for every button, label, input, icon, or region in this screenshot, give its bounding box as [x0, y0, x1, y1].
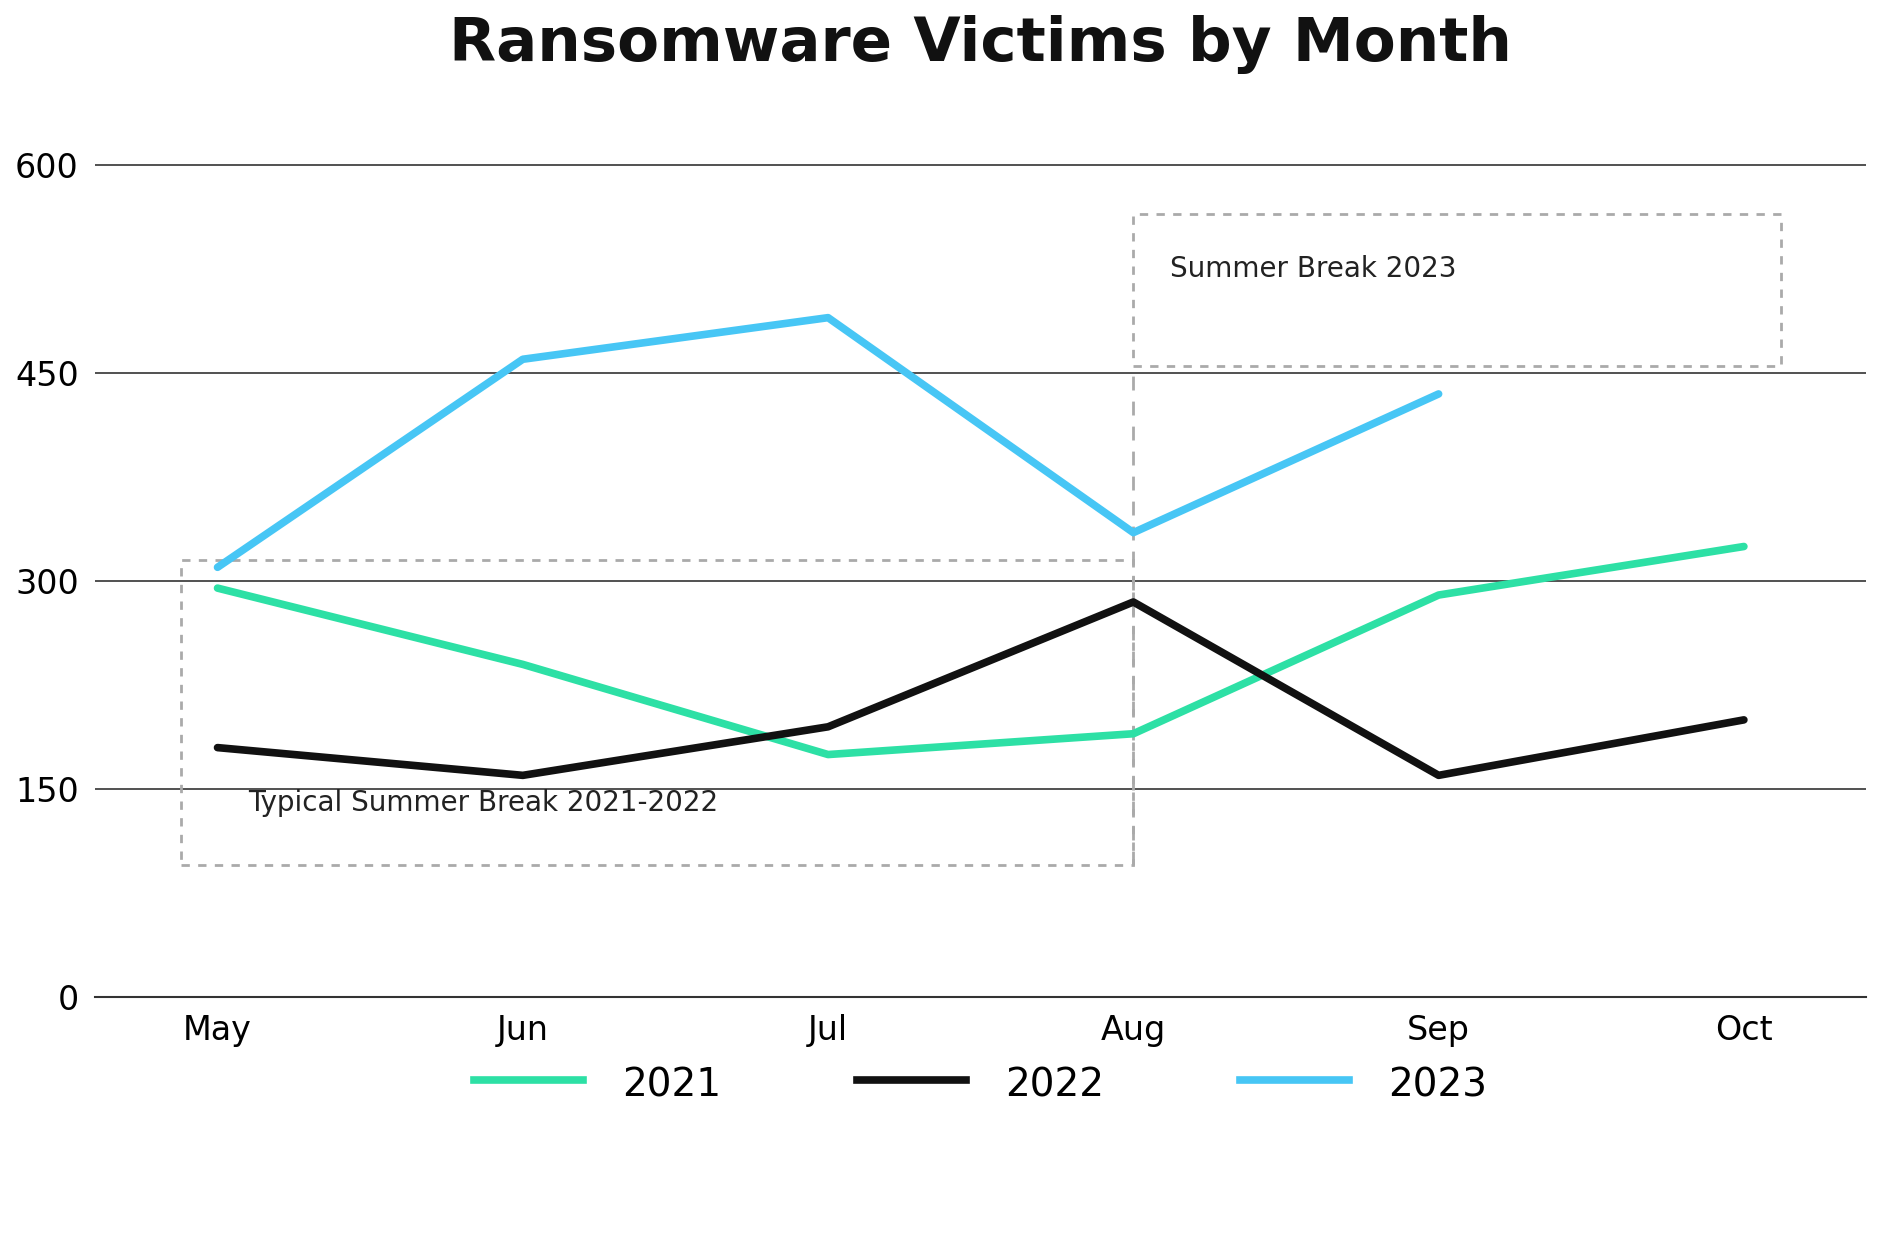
- Bar: [180, 561, 1134, 866]
- Bar: [1134, 213, 1780, 366]
- Text: Summer Break 2023: Summer Break 2023: [1169, 255, 1455, 283]
- Title: Ransomware Victims by Month: Ransomware Victims by Month: [449, 15, 1512, 74]
- Legend: 2021, 2022, 2023: 2021, 2022, 2023: [459, 1048, 1502, 1120]
- Text: Typical Summer Break 2021-2022: Typical Summer Break 2021-2022: [248, 789, 718, 817]
